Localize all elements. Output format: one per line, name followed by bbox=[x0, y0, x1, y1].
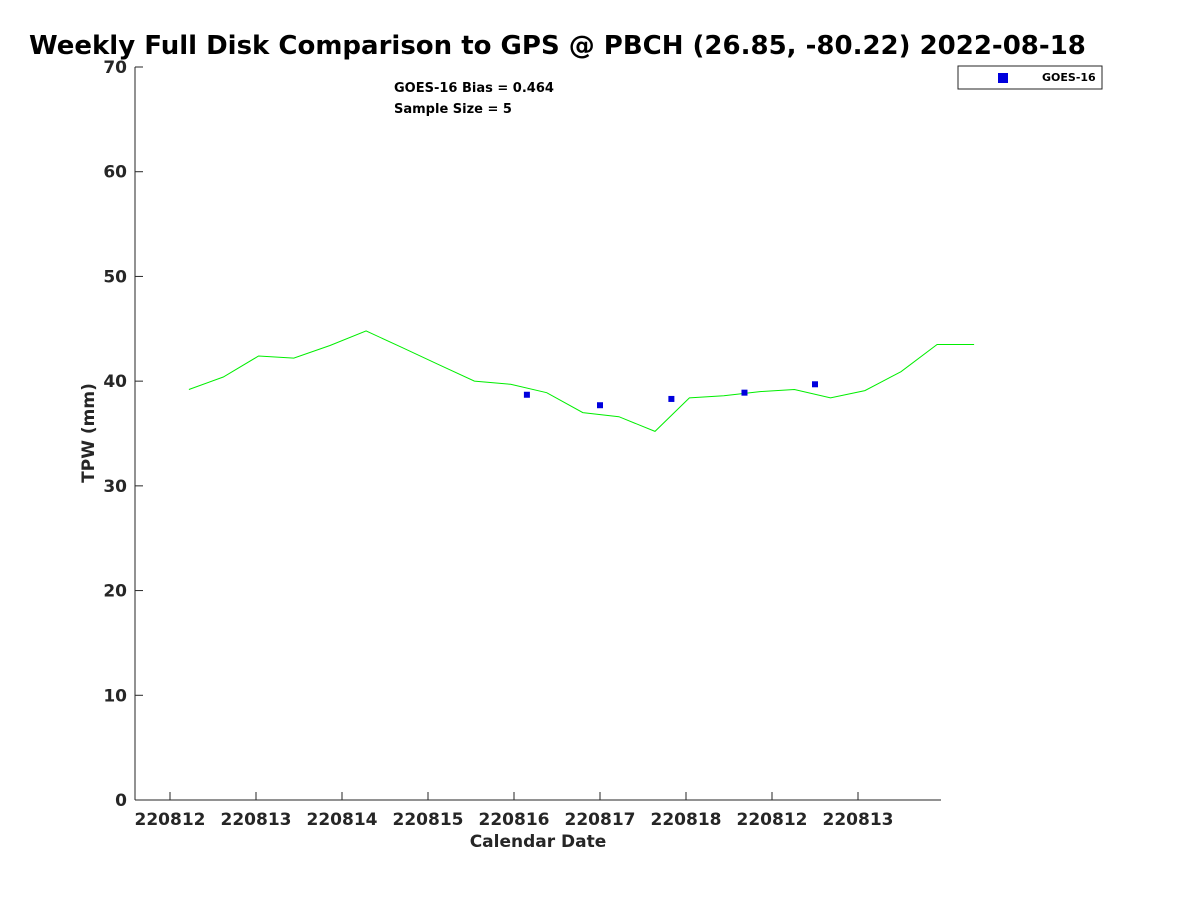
x-tick-label: 220818 bbox=[651, 810, 722, 830]
sample-size-annotation: Sample Size = 5 bbox=[394, 102, 512, 117]
legend: GOES-16 bbox=[957, 65, 1103, 90]
series-layer bbox=[188, 330, 975, 432]
x-axis-ticks: 220812 220813 220814 220815 220816 220817 2208… bbox=[135, 792, 894, 830]
x-tick-label: 220813 bbox=[823, 810, 894, 830]
legend-label-goes16: GOES-16 bbox=[1042, 71, 1096, 84]
y-tick-label: 70 bbox=[103, 58, 127, 78]
y-axis-label: TPW (mm) bbox=[79, 383, 99, 483]
x-tick-label: 220812 bbox=[737, 810, 808, 830]
x-tick-label: 220815 bbox=[393, 810, 464, 830]
goes16-point bbox=[523, 391, 530, 398]
goes16-point bbox=[597, 402, 603, 409]
y-tick-label: 20 bbox=[103, 582, 127, 602]
y-tick-label: 50 bbox=[103, 267, 127, 287]
y-tick-label: 0 bbox=[115, 791, 127, 811]
gps-tpw-line bbox=[188, 330, 975, 432]
y-tick-label: 40 bbox=[103, 372, 127, 392]
goes16-point bbox=[741, 389, 748, 396]
y-tick-label: 30 bbox=[103, 477, 127, 497]
y-tick-label: 10 bbox=[103, 686, 127, 706]
x-tick-label: 220813 bbox=[221, 810, 292, 830]
goes16-point bbox=[668, 395, 675, 402]
bias-annotation: GOES-16 Bias = 0.464 bbox=[394, 81, 554, 96]
y-tick-label: 60 bbox=[103, 163, 127, 183]
x-tick-label: 220817 bbox=[565, 810, 636, 830]
goes16-point bbox=[812, 381, 818, 388]
plot-area bbox=[134, 67, 941, 801]
y-axis-ticks: 0 10 20 30 40 50 60 70 bbox=[103, 58, 143, 811]
legend-marker-goes16 bbox=[998, 73, 1008, 83]
legend-box bbox=[957, 65, 1103, 90]
x-tick-label: 220812 bbox=[135, 810, 206, 830]
x-axis-label: Calendar Date bbox=[470, 832, 607, 852]
x-tick-label: 220816 bbox=[479, 810, 550, 830]
chart-title: Weekly Full Disk Comparison to GPS @ PBC… bbox=[29, 31, 1086, 61]
x-tick-label: 220814 bbox=[307, 810, 378, 830]
